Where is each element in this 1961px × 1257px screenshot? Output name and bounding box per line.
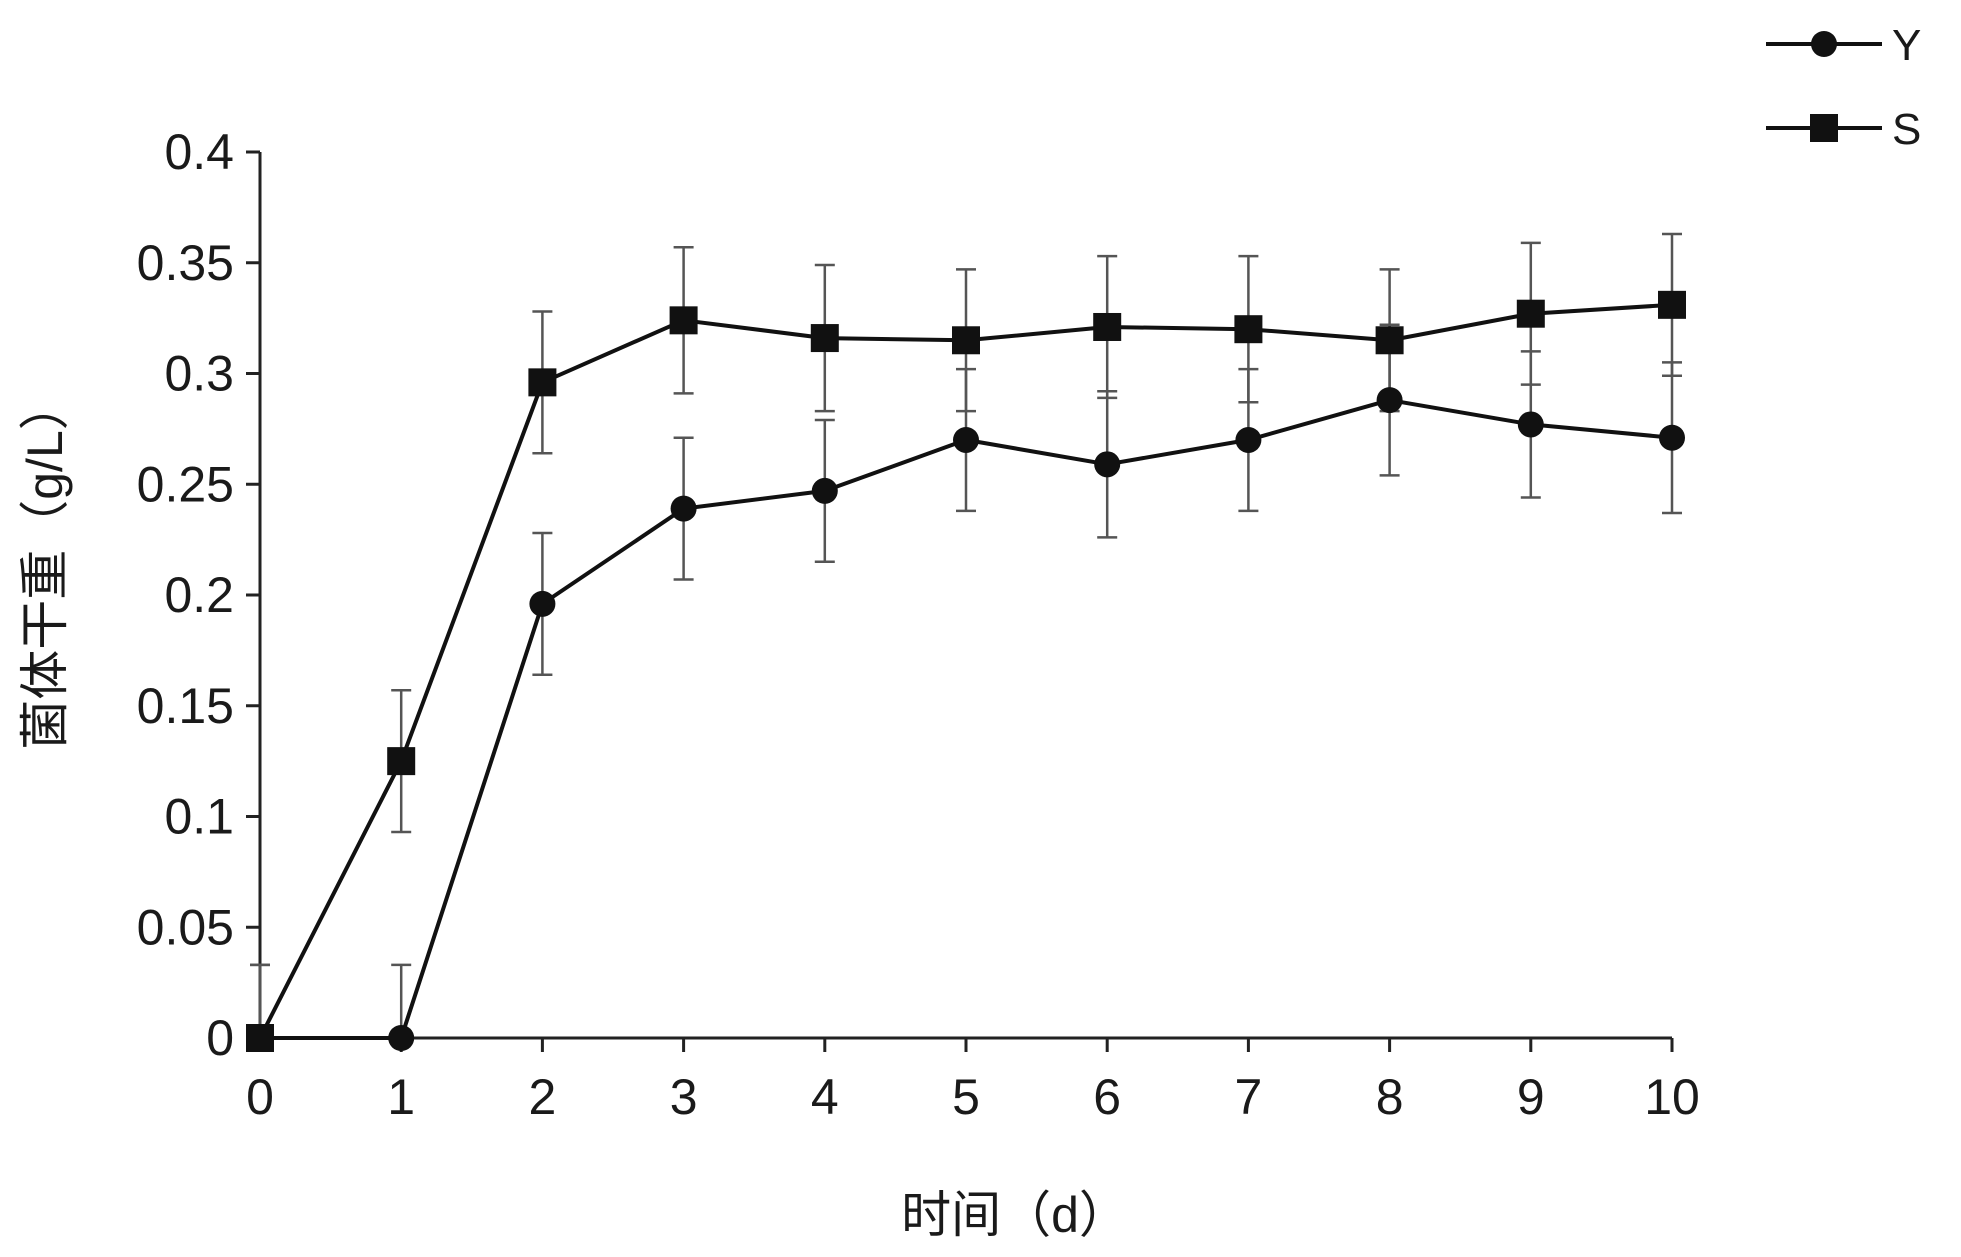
data-point-S: [1093, 313, 1121, 341]
x-tick-label: 5: [952, 1069, 980, 1125]
x-tick-label: 8: [1376, 1069, 1404, 1125]
x-tick-label: 2: [528, 1069, 556, 1125]
x-tick-label: 7: [1234, 1069, 1262, 1125]
x-tick-label: 0: [246, 1069, 274, 1125]
y-tick-label: 0.1: [164, 789, 234, 845]
data-point-Y: [812, 478, 838, 504]
data-point-S: [811, 324, 839, 352]
y-tick-label: 0.35: [137, 235, 234, 291]
error-bars: [250, 234, 1682, 1038]
data-point-S: [1376, 326, 1404, 354]
y-tick-label: 0: [206, 1010, 234, 1066]
data-point-S: [528, 368, 556, 396]
y-tick-label: 0.2: [164, 567, 234, 623]
y-tick-label: 0.05: [137, 899, 234, 955]
y-axis-title: 菌体干重（g/L）: [17, 380, 73, 750]
legend-marker-Y: [1811, 31, 1837, 57]
data-point-Y: [671, 496, 697, 522]
data-point-Y: [953, 427, 979, 453]
data-point-Y: [388, 1025, 414, 1051]
data-point-S: [387, 747, 415, 775]
x-tick-label: 9: [1517, 1069, 1545, 1125]
legend-marker-S: [1810, 114, 1838, 142]
data-point-Y: [1377, 387, 1403, 413]
x-tick-label: 1: [387, 1069, 415, 1125]
y-tick-label: 0.3: [164, 346, 234, 402]
legend: YS: [1766, 21, 1921, 154]
x-tick-label: 3: [670, 1069, 698, 1125]
data-point-S: [670, 306, 698, 334]
x-tick-label: 6: [1093, 1069, 1121, 1125]
data-point-S: [1517, 300, 1545, 328]
data-point-S: [1658, 291, 1686, 319]
data-point-Y: [1518, 411, 1544, 437]
data-point-S: [1234, 315, 1262, 343]
x-axis-title: 时间（d）: [901, 1187, 1129, 1243]
data-point-S: [952, 326, 980, 354]
data-point-S: [246, 1024, 274, 1052]
y-tick-label: 0.4: [164, 124, 234, 180]
data-point-Y: [529, 591, 555, 617]
y-tick-label: 0.25: [137, 456, 234, 512]
legend-label-S: S: [1892, 105, 1921, 154]
data-point-Y: [1094, 451, 1120, 477]
data-point-Y: [1235, 427, 1261, 453]
axes: 0 0.05 0.1 0.15 0.2 0.25 0.3 0.35 0.4 0 1 2 3 4 5 6 7 8 9 1…: [137, 124, 1700, 1125]
data-point-Y: [1659, 425, 1685, 451]
x-tick-label: 4: [811, 1069, 839, 1125]
x-tick-label: 10: [1644, 1069, 1700, 1125]
y-tick-label: 0.15: [137, 678, 234, 734]
legend-label-Y: Y: [1892, 21, 1921, 70]
